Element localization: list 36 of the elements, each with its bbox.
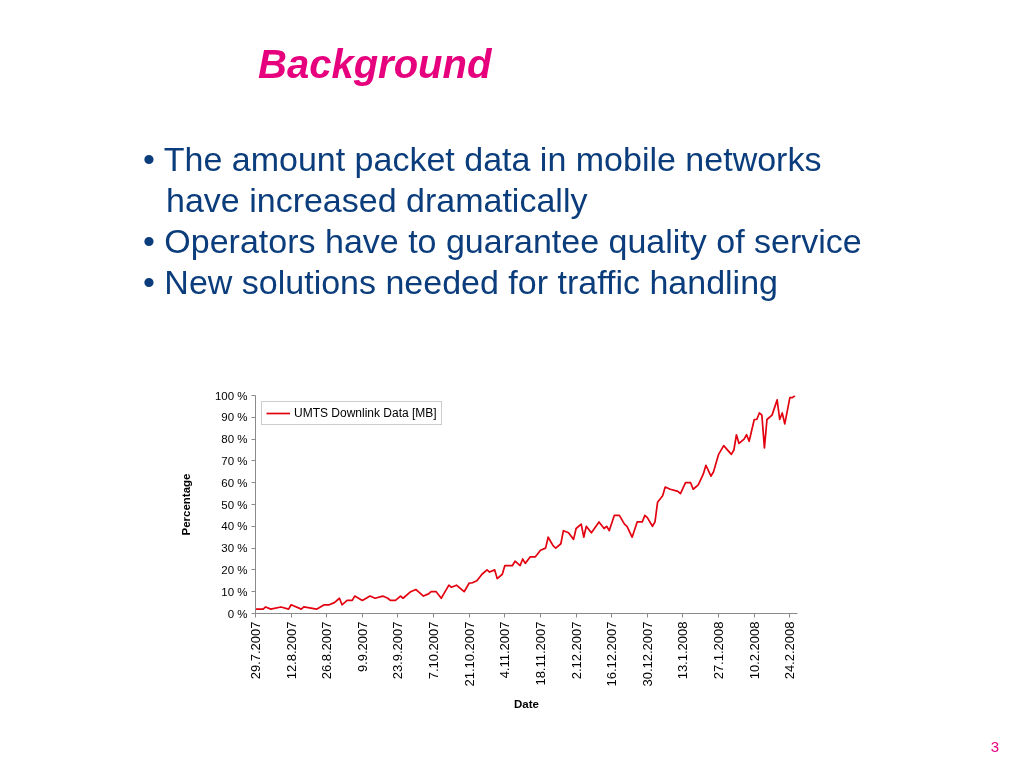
- text: • New solutions needed for traffic handling: [143, 262, 779, 303]
- x-tick-label: 13.1.2008: [675, 621, 691, 680]
- y-tick-label: 40 %: [221, 520, 248, 533]
- x-tick-label: 4.11.2007: [497, 621, 513, 679]
- x-tick-label: 12.8.2007: [283, 621, 299, 680]
- x-tick-label: 27.1.2008: [711, 621, 727, 680]
- x-tick-label: 29.7.2007: [248, 621, 263, 680]
- y-tick-label: 0 %: [227, 607, 248, 620]
- text: 3: [990, 737, 999, 757]
- x-tick-label: 9.9.2007: [354, 621, 370, 673]
- x-tick-label: 10.2.2008: [746, 621, 762, 680]
- x-tick-label: 21.10.2007: [461, 621, 477, 687]
- x-tick-label: 18.11.2007: [533, 621, 548, 686]
- x-tick-label: 30.12.2007: [639, 621, 655, 687]
- y-tick-label: 10 %: [221, 585, 248, 598]
- text: • Operators have to guarantee quality of service: [143, 221, 863, 262]
- y-tick-label: 20 %: [221, 563, 248, 576]
- y-axis-title: Percentage: [179, 473, 192, 536]
- x-tick-label: 26.8.2007: [319, 621, 335, 680]
- y-tick-label: 90 %: [221, 411, 248, 424]
- legend-label: UMTS Downlink Data [MB]: [294, 406, 437, 420]
- x-axis-title: Date: [514, 697, 539, 710]
- y-tick-label: 50 %: [221, 498, 248, 511]
- y-tick-label: 60 %: [221, 476, 248, 489]
- y-tick-label: 30 %: [221, 542, 248, 555]
- x-tick-label: 7.10.2007: [426, 621, 442, 680]
- x-tick-label: 23.9.2007: [390, 621, 406, 680]
- y-tick-label: 80 %: [221, 433, 248, 446]
- y-tick-label: 100 %: [214, 389, 248, 402]
- x-tick-label: 16.12.2007: [604, 621, 620, 687]
- line-series: [255, 395, 796, 610]
- text: • The amount packet data in mobile networks have increased dramatically: [143, 139, 823, 221]
- chart-title: Background: [258, 41, 492, 88]
- x-tick-label: 24.2.2008: [782, 621, 798, 680]
- y-tick-label: 70 %: [221, 454, 248, 467]
- x-tick-label: 2.12.2007: [568, 621, 584, 680]
